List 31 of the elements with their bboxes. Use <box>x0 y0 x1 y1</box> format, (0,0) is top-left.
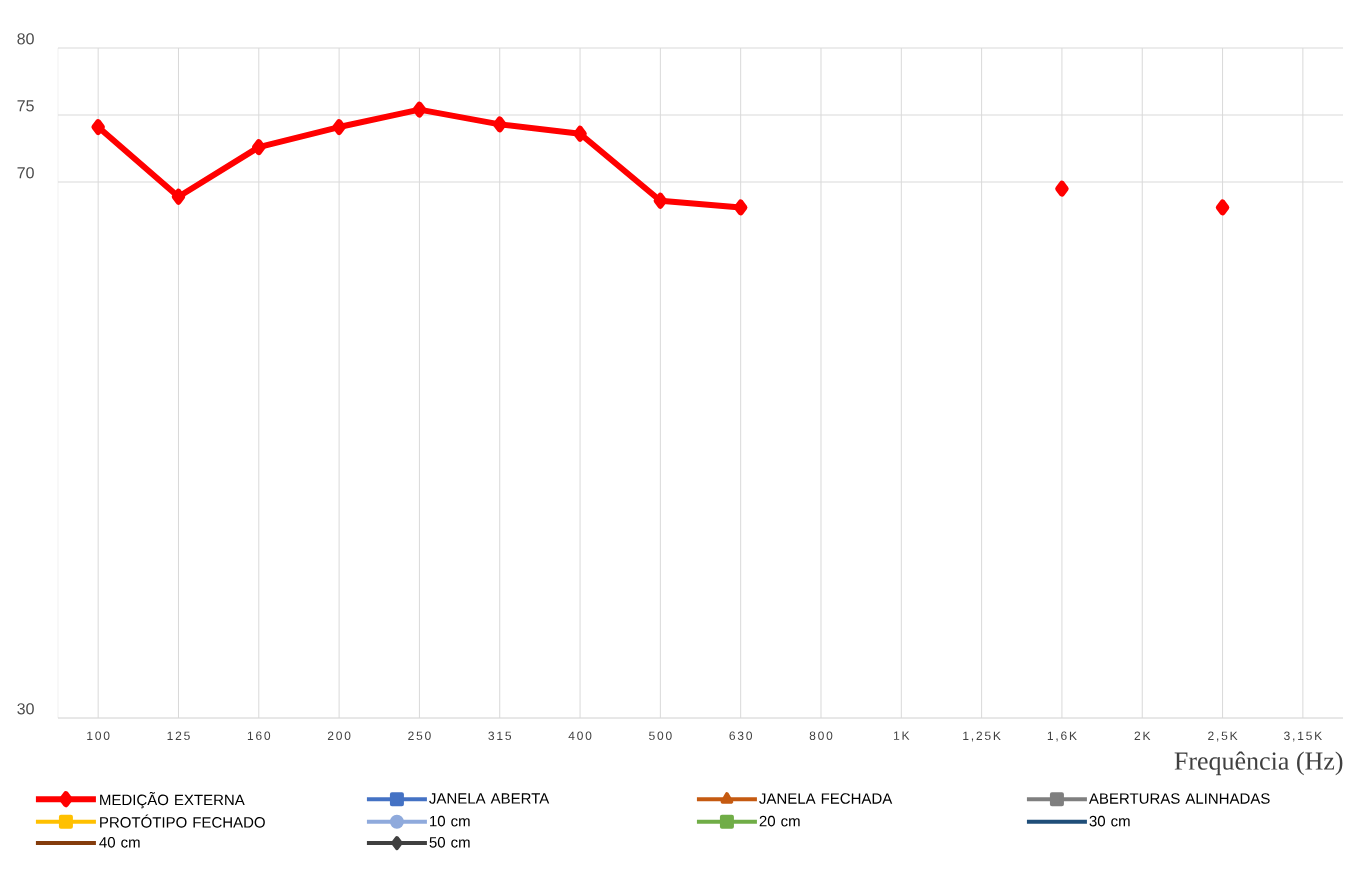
legend-label: MEDIÇÃO EXTERNA <box>100 791 245 809</box>
legend-label: JANELA FECHADA <box>759 793 893 804</box>
x-tick-label: 2K <box>1134 731 1151 740</box>
y-tick-label: 80 <box>17 33 34 45</box>
legend-label: 40 cm <box>99 837 140 848</box>
legend-label: 20 cm <box>759 815 800 827</box>
x-tick-label: 160 <box>247 731 271 741</box>
x-tick-label: 1,6K <box>1047 731 1077 742</box>
x-tick-label: 125 <box>167 731 190 741</box>
x-axis-title: Frequência (Hz) <box>1174 751 1343 776</box>
x-tick-label: 2,5K <box>1208 731 1238 742</box>
x-tick-label: 400 <box>568 731 592 741</box>
x-tick-label: 315 <box>488 731 512 741</box>
x-tick-label: 250 <box>408 731 431 741</box>
legend-label: 30 cm <box>1089 815 1130 827</box>
legend-label: JANELA ABERTA <box>429 793 550 804</box>
x-tick-label: 1,25K <box>963 731 1001 742</box>
legend-label: PROTÓTIPO FECHADO <box>100 814 265 828</box>
legend-label: 10 cm <box>430 815 470 827</box>
x-tick-label: 100 <box>87 731 110 741</box>
y-tick-label: 70 <box>17 167 34 179</box>
x-tick-label: 1K <box>893 731 910 740</box>
x-tick-label: 630 <box>729 731 753 741</box>
y-tick-label: 30 <box>17 703 34 715</box>
x-tick-label: 500 <box>649 731 672 741</box>
y-tick-label: 75 <box>17 100 34 112</box>
x-tick-label: 200 <box>327 731 351 741</box>
legend-label: 50 cm <box>429 837 470 848</box>
x-tick-label: 3,15K <box>1284 731 1323 742</box>
x-tick-label: 800 <box>809 731 833 741</box>
legend-label: ABERTURAS ALINHADAS <box>1088 793 1270 804</box>
